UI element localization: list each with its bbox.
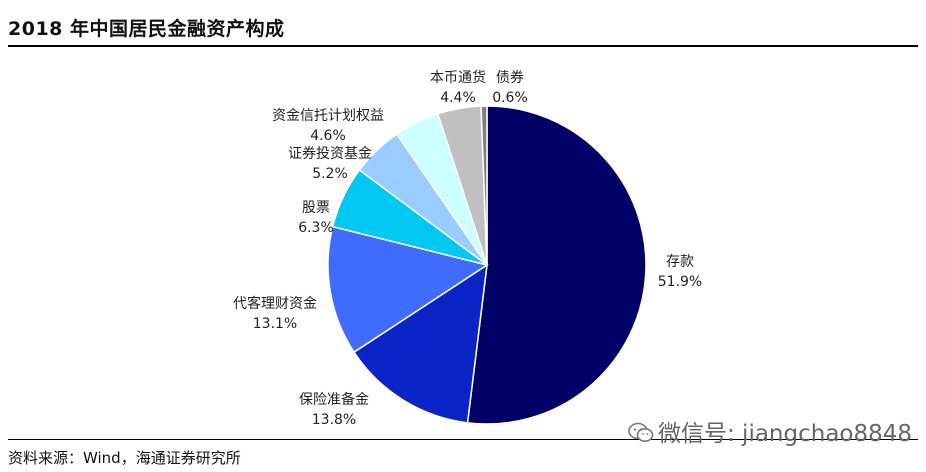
slice-name-label: 股票 bbox=[302, 200, 330, 216]
slice-value-label: 4.4% bbox=[440, 90, 476, 106]
slice-name-label: 存款 bbox=[666, 254, 694, 270]
slice-value-label: 13.1% bbox=[253, 316, 297, 332]
slice-value-label: 13.8% bbox=[312, 412, 356, 428]
slice-name-label: 债券 bbox=[496, 70, 524, 86]
pie-slice-2 bbox=[352, 263, 488, 424]
watermark-text: 微信号: jiangchao8848 bbox=[658, 421, 913, 447]
slice-name-label: 保险准备金 bbox=[299, 391, 369, 408]
slice-name-label: 本币通货 bbox=[430, 69, 486, 86]
pie-slice-1 bbox=[466, 105, 647, 425]
slice-name-label: 代客理财资金 bbox=[233, 295, 317, 312]
source-rule bbox=[8, 439, 918, 440]
slice-value-label: 5.2% bbox=[312, 166, 348, 182]
slice-value-label: 0.6% bbox=[492, 90, 528, 106]
source-note: 资料来源：Wind，海通证券研究所 bbox=[8, 449, 241, 467]
pie-labels: 存款 51.9% 保险准备金 13.8% 代客理财资金 13.1% 股票 6.3% 证券投资基金… bbox=[233, 69, 702, 428]
slice-value-label: 51.9% bbox=[658, 274, 702, 290]
pie-slices bbox=[327, 105, 647, 425]
wechat-watermark: 微信号: jiangchao8848 bbox=[628, 414, 912, 448]
slice-name-label: 资金信托计划权益 bbox=[272, 108, 384, 124]
pie-slice-8 bbox=[480, 105, 488, 266]
title-rule bbox=[8, 45, 918, 47]
pie-slice-3 bbox=[327, 225, 489, 354]
wechat-icon bbox=[628, 422, 654, 444]
chart-title: 2018 年中国居民金融资产构成 bbox=[8, 18, 285, 40]
slice-value-label: 4.6% bbox=[310, 128, 346, 144]
slice-value-label: 6.3% bbox=[298, 220, 334, 236]
slice-name-label: 证券投资基金 bbox=[288, 145, 372, 162]
